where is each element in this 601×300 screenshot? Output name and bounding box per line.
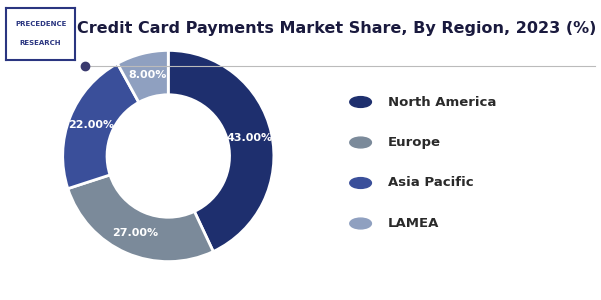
Text: Asia Pacific: Asia Pacific [388,176,473,190]
Wedge shape [68,175,213,262]
Text: 27.00%: 27.00% [112,228,158,238]
Text: North America: North America [388,95,496,109]
Wedge shape [168,50,274,251]
Text: Europe: Europe [388,136,441,149]
Text: Credit Card Payments Market Share, By Region, 2023 (%): Credit Card Payments Market Share, By Re… [77,21,596,36]
Text: 8.00%: 8.00% [129,70,166,80]
Wedge shape [63,64,139,189]
Wedge shape [117,50,168,102]
Text: 22.00%: 22.00% [68,120,114,130]
Text: 43.00%: 43.00% [227,133,273,143]
Text: RESEARCH: RESEARCH [20,40,61,46]
Text: LAMEA: LAMEA [388,217,439,230]
Text: PRECEDENCE: PRECEDENCE [15,21,66,27]
